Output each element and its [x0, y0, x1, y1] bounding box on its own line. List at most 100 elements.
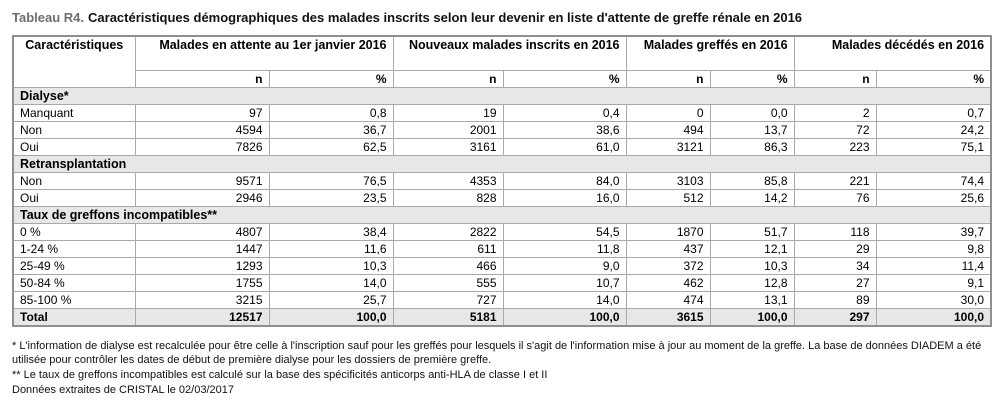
cell: 474 [625, 290, 711, 309]
cell: 11,6 [268, 239, 394, 258]
total-cell: 100,0 [709, 307, 795, 326]
cell: 2946 [134, 188, 270, 207]
cell: 611 [392, 239, 504, 258]
cell: 494 [625, 120, 711, 139]
footnotes: * L'information de dialyse est recalculé… [12, 339, 990, 398]
column-group-greffes: Malades greffés en 2016 [625, 35, 795, 71]
column-group-attente: Malades en attente au 1er janvier 2016 [134, 35, 394, 71]
subheader-n: n [134, 69, 270, 88]
cell: 38,6 [502, 120, 627, 139]
row-label: Oui [12, 188, 136, 207]
section-row: Retransplantation [12, 154, 992, 173]
cell: 7826 [134, 137, 270, 156]
cell: 223 [793, 137, 877, 156]
cell: 74,4 [875, 171, 992, 190]
cell: 24,2 [875, 120, 992, 139]
cell: 0,8 [268, 103, 394, 122]
cell: 0 [625, 103, 711, 122]
total-cell: 100,0 [268, 307, 394, 326]
cell: 555 [392, 273, 504, 292]
table-row: Non 9571 76,5 4353 84,0 3103 85,8 221 74… [12, 171, 992, 190]
cell: 12,1 [709, 239, 795, 258]
cell: 89 [793, 290, 877, 309]
subheader-pct: % [502, 69, 627, 88]
section-title-dialyse: Dialyse* [12, 86, 992, 105]
subheader-n: n [392, 69, 504, 88]
table-row: Oui 2946 23,5 828 16,0 512 14,2 76 25,6 [12, 188, 992, 207]
cell: 19 [392, 103, 504, 122]
cell: 54,5 [502, 222, 627, 241]
cell: 727 [392, 290, 504, 309]
header-row-groups: Caractéristiques Malades en attente au 1… [12, 35, 992, 88]
cell: 9,1 [875, 273, 992, 292]
table-row: Non 4594 36,7 2001 38,6 494 13,7 72 24,2 [12, 120, 992, 139]
cell: 25,6 [875, 188, 992, 207]
table-title-text: Caractéristiques démographiques des mala… [88, 10, 803, 25]
total-cell: 297 [793, 307, 877, 326]
cell: 84,0 [502, 171, 627, 190]
cell: 828 [392, 188, 504, 207]
total-label: Total [12, 307, 136, 326]
cell: 62,5 [268, 137, 394, 156]
subheader-n: n [793, 69, 877, 88]
cell: 61,0 [502, 137, 627, 156]
row-label: 25-49 % [12, 256, 136, 275]
row-label: 0 % [12, 222, 136, 241]
cell: 36,7 [268, 120, 394, 139]
cell: 1755 [134, 273, 270, 292]
cell: 76 [793, 188, 877, 207]
demographics-table: Caractéristiques Malades en attente au 1… [12, 35, 993, 327]
subheader-pct: % [268, 69, 394, 88]
cell: 72 [793, 120, 877, 139]
cell: 3161 [392, 137, 504, 156]
cell: 9,0 [502, 256, 627, 275]
cell: 13,7 [709, 120, 795, 139]
row-label: 85-100 % [12, 290, 136, 309]
cell: 1293 [134, 256, 270, 275]
table-title-prefix: Tableau R4. [12, 10, 85, 25]
table-row: 0 % 4807 38,4 2822 54,5 1870 51,7 118 39… [12, 222, 992, 241]
cell: 0,0 [709, 103, 795, 122]
cell: 0,4 [502, 103, 627, 122]
row-label: 1-24 % [12, 239, 136, 258]
section-title-taux-greffons: Taux de greffons incompatibles** [12, 205, 992, 224]
cell: 221 [793, 171, 877, 190]
cell: 27 [793, 273, 877, 292]
cell: 3103 [625, 171, 711, 190]
cell: 2001 [392, 120, 504, 139]
cell: 16,0 [502, 188, 627, 207]
table-row: 85-100 % 3215 25,7 727 14,0 474 13,1 89 … [12, 290, 992, 309]
cell: 512 [625, 188, 711, 207]
cell: 372 [625, 256, 711, 275]
cell: 4594 [134, 120, 270, 139]
section-row: Taux de greffons incompatibles** [12, 205, 992, 224]
cell: 9571 [134, 171, 270, 190]
cell: 51,7 [709, 222, 795, 241]
cell: 13,1 [709, 290, 795, 309]
row-label: 50-84 % [12, 273, 136, 292]
row-label: Manquant [12, 103, 136, 122]
cell: 29 [793, 239, 877, 258]
footnote-source: Données extraites de CRISTAL le 02/03/20… [12, 384, 234, 397]
column-group-nouveaux: Nouveaux malades inscrits en 2016 [392, 35, 627, 71]
total-cell: 3615 [625, 307, 711, 326]
cell: 10,3 [268, 256, 394, 275]
cell: 38,4 [268, 222, 394, 241]
cell: 4807 [134, 222, 270, 241]
cell: 462 [625, 273, 711, 292]
row-label: Oui [12, 137, 136, 156]
cell: 25,7 [268, 290, 394, 309]
cell: 437 [625, 239, 711, 258]
cell: 2822 [392, 222, 504, 241]
cell: 118 [793, 222, 877, 241]
cell: 75,1 [875, 137, 992, 156]
total-cell: 5181 [392, 307, 504, 326]
cell: 97 [134, 103, 270, 122]
cell: 30,0 [875, 290, 992, 309]
cell: 39,7 [875, 222, 992, 241]
section-row: Dialyse* [12, 86, 992, 105]
table-row: Oui 7826 62,5 3161 61,0 3121 86,3 223 75… [12, 137, 992, 156]
cell: 466 [392, 256, 504, 275]
footnote-taux-greffons: ** Le taux de greffons incompatibles est… [12, 369, 548, 382]
